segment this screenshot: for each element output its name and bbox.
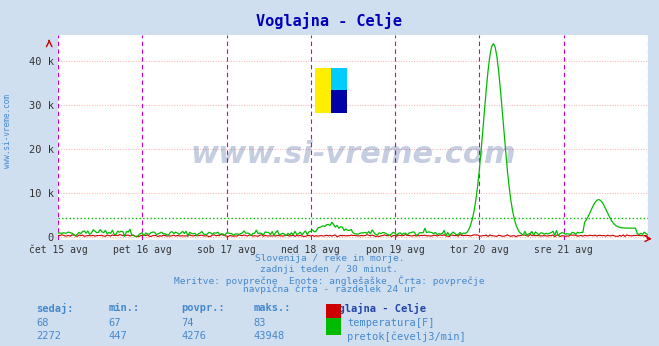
Text: maks.:: maks.: (254, 303, 291, 313)
Text: Voglajna - Celje: Voglajna - Celje (256, 12, 403, 29)
Text: zadnji teden / 30 minut.: zadnji teden / 30 minut. (260, 265, 399, 274)
Text: temperatura[F]: temperatura[F] (347, 318, 435, 328)
Text: 447: 447 (109, 331, 127, 342)
Text: povpr.:: povpr.: (181, 303, 225, 313)
Text: sedaj:: sedaj: (36, 303, 74, 314)
Text: www.si-vreme.com: www.si-vreme.com (3, 94, 12, 169)
Text: 74: 74 (181, 318, 194, 328)
Text: navpična črta - razdelek 24 ur: navpična črta - razdelek 24 ur (243, 284, 416, 294)
Text: 43948: 43948 (254, 331, 285, 342)
Text: 83: 83 (254, 318, 266, 328)
Text: min.:: min.: (109, 303, 140, 313)
Bar (314, 67, 331, 113)
Text: 68: 68 (36, 318, 49, 328)
Text: 4276: 4276 (181, 331, 206, 342)
Text: Slovenija / reke in morje.: Slovenija / reke in morje. (255, 254, 404, 263)
Bar (331, 67, 347, 90)
Text: www.si-vreme.com: www.si-vreme.com (190, 139, 516, 169)
Text: Voglajna - Celje: Voglajna - Celje (326, 303, 426, 314)
Bar (331, 90, 347, 113)
Text: pretok[čevelj3/min]: pretok[čevelj3/min] (347, 331, 466, 342)
Text: 2272: 2272 (36, 331, 61, 342)
Text: Meritve: povprečne  Enote: anglešaške  Črta: povprečje: Meritve: povprečne Enote: anglešaške Črt… (174, 275, 485, 285)
Text: 67: 67 (109, 318, 121, 328)
